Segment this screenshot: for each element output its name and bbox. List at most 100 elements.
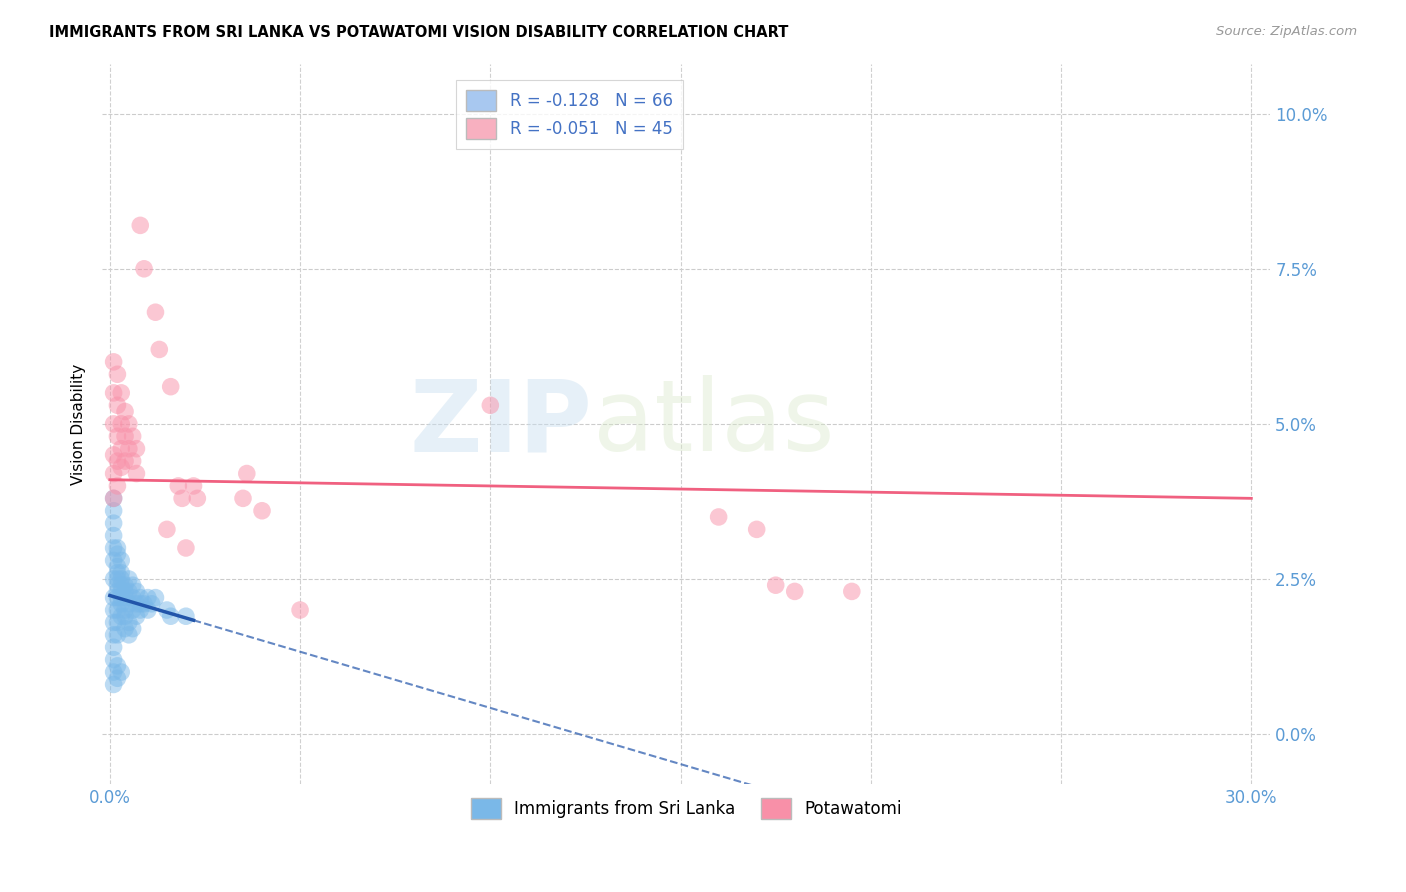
Point (103, 603, 125, 617)
Point (114, 591, 136, 605)
Point (156, 522, 179, 536)
Point (236, 467, 259, 481)
Point (125, 467, 148, 481)
Point (107, 628, 129, 642)
Point (103, 653, 125, 667)
Point (136, 603, 159, 617)
Point (110, 460, 132, 475)
Text: Source: ZipAtlas.com: Source: ZipAtlas.com (1216, 25, 1357, 38)
Point (110, 417, 132, 431)
Point (103, 677, 125, 691)
Text: IMMIGRANTS FROM SRI LANKA VS POTAWATOMI VISION DISABILITY CORRELATION CHART: IMMIGRANTS FROM SRI LANKA VS POTAWATOMI … (49, 25, 789, 40)
Point (132, 597, 155, 611)
Point (103, 516, 125, 531)
Point (183, 479, 205, 493)
Point (765, 578, 787, 592)
Point (107, 566, 129, 580)
Point (114, 622, 136, 636)
Point (125, 597, 148, 611)
Point (110, 591, 132, 605)
Point (107, 559, 129, 574)
Point (103, 640, 125, 655)
Point (110, 665, 132, 679)
Point (114, 429, 136, 443)
Point (103, 504, 125, 518)
Text: ZIP: ZIP (411, 376, 593, 473)
Point (107, 368, 129, 382)
Point (841, 584, 863, 599)
Point (479, 398, 502, 412)
Point (107, 398, 129, 412)
Point (110, 566, 132, 580)
Point (129, 219, 152, 233)
Point (103, 491, 125, 506)
Point (107, 584, 129, 599)
Point (288, 603, 311, 617)
Point (114, 584, 136, 599)
Legend: Immigrants from Sri Lanka, Potawatomi: Immigrants from Sri Lanka, Potawatomi (464, 791, 908, 826)
Point (186, 491, 208, 506)
Point (107, 591, 129, 605)
Point (121, 429, 143, 443)
Point (110, 584, 132, 599)
Point (107, 578, 129, 592)
Point (129, 603, 152, 617)
Point (707, 510, 730, 524)
Point (125, 442, 148, 456)
Point (107, 479, 129, 493)
Point (103, 528, 125, 542)
Point (125, 584, 148, 599)
Y-axis label: Vision Disability: Vision Disability (72, 363, 86, 484)
Point (110, 597, 132, 611)
Point (107, 671, 129, 685)
Point (110, 609, 132, 624)
Point (103, 467, 125, 481)
Point (159, 609, 181, 624)
Point (103, 541, 125, 555)
Point (118, 615, 141, 630)
Point (110, 385, 132, 400)
Point (118, 628, 141, 642)
Point (103, 628, 125, 642)
Point (103, 355, 125, 369)
Point (107, 572, 129, 586)
Point (114, 404, 136, 418)
Point (129, 591, 152, 605)
Point (103, 572, 125, 586)
Point (783, 584, 806, 599)
Point (107, 603, 129, 617)
Point (136, 591, 159, 605)
Point (121, 603, 143, 617)
Point (174, 609, 197, 624)
Point (121, 622, 143, 636)
Point (103, 665, 125, 679)
Point (121, 454, 143, 468)
Point (250, 504, 273, 518)
Point (121, 591, 143, 605)
Point (118, 417, 141, 431)
Point (145, 305, 167, 319)
Point (145, 591, 167, 605)
Point (121, 578, 143, 592)
Point (167, 479, 190, 493)
Point (110, 578, 132, 592)
Point (110, 442, 132, 456)
Point (141, 597, 163, 611)
Point (103, 591, 125, 605)
Point (110, 572, 132, 586)
Point (172, 491, 194, 506)
Point (132, 261, 155, 276)
Point (745, 522, 768, 536)
Point (129, 597, 152, 611)
Point (107, 615, 129, 630)
Point (110, 553, 132, 567)
Text: atlas: atlas (593, 376, 835, 473)
Point (107, 454, 129, 468)
Point (118, 584, 141, 599)
Point (107, 541, 129, 555)
Point (107, 658, 129, 673)
Point (118, 572, 141, 586)
Point (125, 609, 148, 624)
Point (232, 491, 254, 506)
Point (118, 597, 141, 611)
